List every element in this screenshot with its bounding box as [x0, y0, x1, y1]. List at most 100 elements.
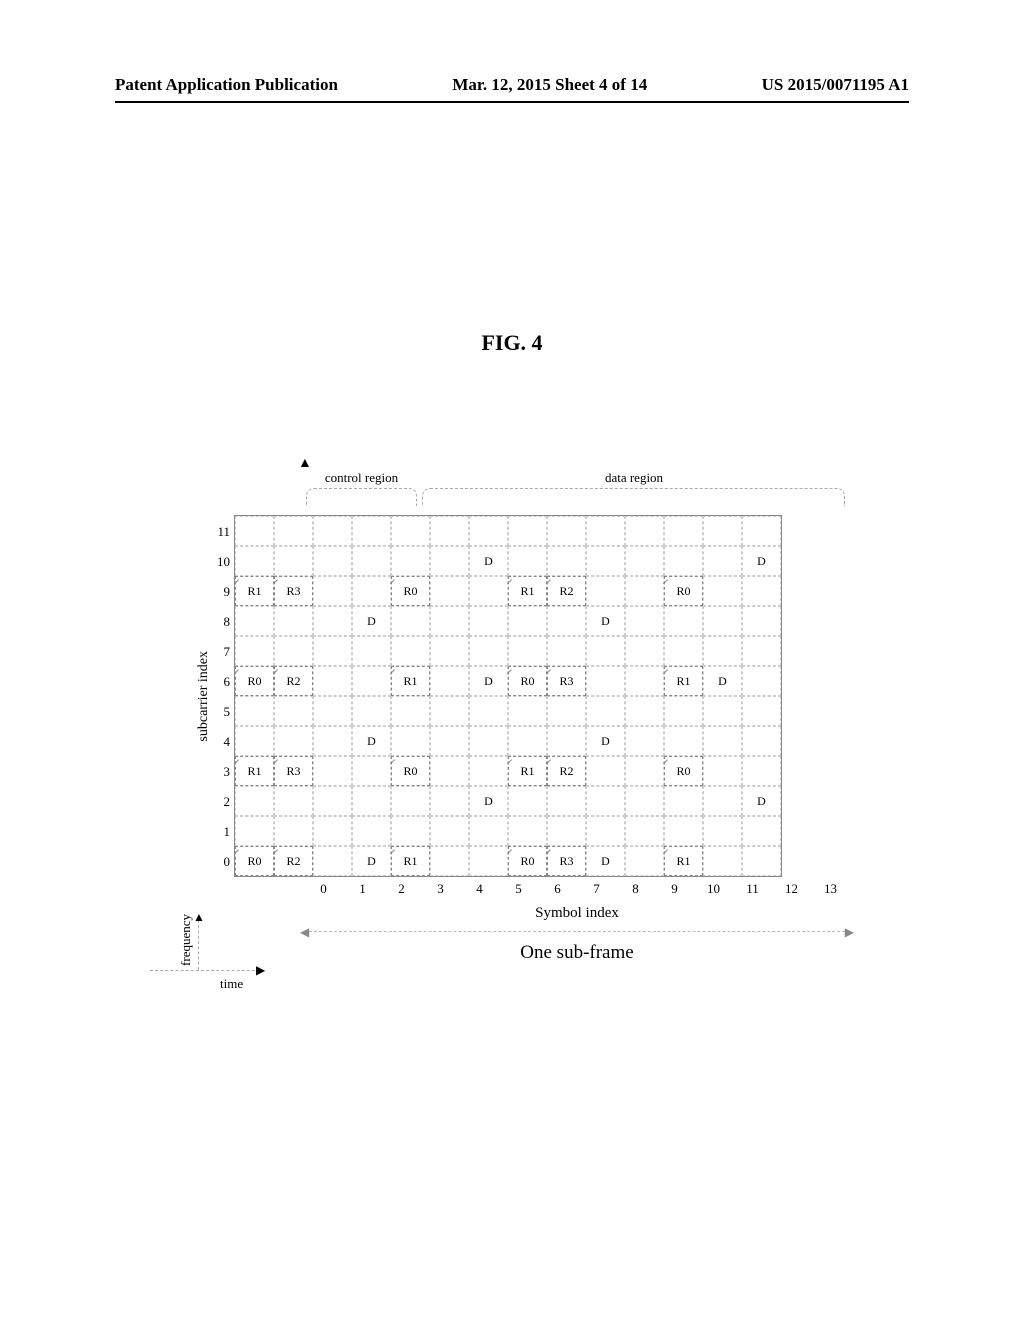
- grid-cell: [469, 576, 508, 606]
- grid-cell: [586, 546, 625, 576]
- grid-cell: D: [703, 666, 742, 696]
- grid-cell: [313, 606, 352, 636]
- grid-cell: [625, 696, 664, 726]
- page-header: Patent Application Publication Mar. 12, …: [115, 75, 909, 103]
- grid-cell: [625, 726, 664, 756]
- grid-cell: D: [352, 606, 391, 636]
- x-tick: 4: [460, 881, 499, 897]
- grid-cell: [547, 726, 586, 756]
- x-tick: 2: [382, 881, 421, 897]
- grid-cell: [586, 816, 625, 846]
- grid-cell: [313, 786, 352, 816]
- grid-cell: [274, 546, 313, 576]
- grid-cell: [235, 546, 274, 576]
- grid-cell: R2: [274, 846, 313, 876]
- grid-cell: R0: [508, 846, 547, 876]
- grid-cell: [547, 816, 586, 846]
- grid-cell: [235, 786, 274, 816]
- grid-cell: [352, 516, 391, 546]
- y-tick: 11: [212, 517, 230, 547]
- grid-cell: R1: [391, 846, 430, 876]
- grid-cell: [586, 756, 625, 786]
- grid-cell: [391, 606, 430, 636]
- arrow-left-icon: ◀: [300, 925, 309, 940]
- grid-cell: [703, 816, 742, 846]
- grid-cell: [352, 696, 391, 726]
- grid-cell: [391, 636, 430, 666]
- grid-cell: [235, 726, 274, 756]
- grid-cell: [469, 816, 508, 846]
- grid-cell: [703, 846, 742, 876]
- grid-cell: [430, 696, 469, 726]
- grid-cell: [469, 696, 508, 726]
- grid-cell: [742, 606, 781, 636]
- x-tick: 3: [421, 881, 460, 897]
- grid-cell: [547, 516, 586, 546]
- grid-cell: R2: [547, 576, 586, 606]
- grid-cell: [625, 756, 664, 786]
- grid-cell: [742, 516, 781, 546]
- y-tick: 1: [212, 817, 230, 847]
- grid-cell: R1: [508, 576, 547, 606]
- grid-cell: [625, 546, 664, 576]
- data-region-label: data region: [419, 470, 849, 486]
- grid-cell: [274, 636, 313, 666]
- grid-cell: [547, 546, 586, 576]
- grid-cell: [235, 696, 274, 726]
- grid-cell: [313, 816, 352, 846]
- grid-cell: [703, 726, 742, 756]
- brace-control: [306, 488, 417, 506]
- grid-cell: [625, 516, 664, 546]
- y-tick: 7: [212, 637, 230, 667]
- grid-cell: D: [742, 786, 781, 816]
- grid-cell: [391, 726, 430, 756]
- x-axis-label: Symbol index: [535, 905, 619, 921]
- grid-cell: [664, 726, 703, 756]
- grid-cell: [586, 636, 625, 666]
- grid-cell: [274, 696, 313, 726]
- grid-cell: D: [469, 666, 508, 696]
- grid-cell: R1: [508, 756, 547, 786]
- grid-cell: D: [352, 726, 391, 756]
- grid-cell: [703, 636, 742, 666]
- grid-cell: [469, 606, 508, 636]
- grid-cell: [664, 606, 703, 636]
- grid-cell: [508, 696, 547, 726]
- x-tick: 11: [733, 881, 772, 897]
- x-tick: 13: [811, 881, 850, 897]
- grid-cell: [352, 636, 391, 666]
- grid-cell: D: [586, 606, 625, 636]
- grid-cell: [352, 756, 391, 786]
- grid-cell: [469, 516, 508, 546]
- grid-cell: [742, 846, 781, 876]
- y-tick: 3: [212, 757, 230, 787]
- grid-cell: [625, 636, 664, 666]
- grid-cell: [586, 786, 625, 816]
- grid-cell: R1: [664, 666, 703, 696]
- grid-cell: D: [586, 846, 625, 876]
- y-tick: 2: [212, 787, 230, 817]
- grid-cell: [625, 846, 664, 876]
- grid-cell: [547, 636, 586, 666]
- grid-cell: [313, 666, 352, 696]
- grid-cell: [469, 636, 508, 666]
- freq-label: frequency: [178, 914, 194, 966]
- grid-cell: [313, 846, 352, 876]
- freq-arrow-icon: ▲: [193, 910, 205, 925]
- grid-cell: [352, 786, 391, 816]
- grid-cell: [274, 606, 313, 636]
- grid-cell: [274, 786, 313, 816]
- time-arrow-icon: ▶: [256, 963, 265, 978]
- grid-cell: [625, 576, 664, 606]
- grid-cell: [508, 816, 547, 846]
- x-tick: 1: [343, 881, 382, 897]
- grid-cell: D: [469, 546, 508, 576]
- grid-cell: D: [352, 846, 391, 876]
- grid-cell: [274, 816, 313, 846]
- time-label: time: [220, 976, 243, 992]
- grid-cell: [313, 516, 352, 546]
- y-axis-label: subcarrier index: [190, 651, 212, 742]
- grid-cell: [547, 606, 586, 636]
- x-tick: 12: [772, 881, 811, 897]
- grid-cell: [742, 576, 781, 606]
